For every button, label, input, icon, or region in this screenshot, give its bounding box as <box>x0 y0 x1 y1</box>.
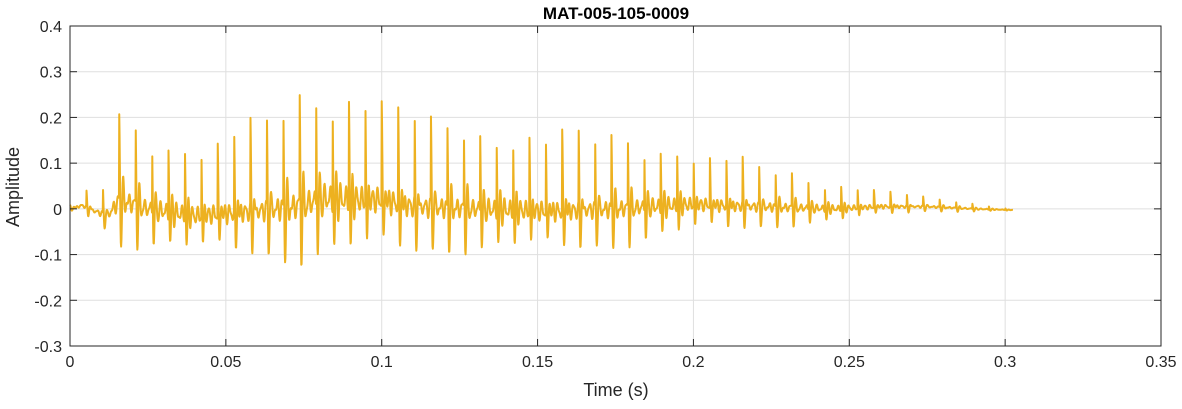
y-tick-label: 0 <box>53 202 62 219</box>
y-tick-label: 0.1 <box>40 156 62 173</box>
x-tick-label: 0.35 <box>1145 354 1176 371</box>
x-tick-label: 0.15 <box>522 354 553 371</box>
plot-frame <box>69 25 1162 347</box>
y-tick-labels: -0.3 -0.2 -0.1 0 0.1 0.2 0.3 0.4 <box>34 19 62 356</box>
chart-title: MAT-005-105-0009 <box>543 4 689 23</box>
x-tick-label: 0.25 <box>834 354 865 371</box>
y-axis-title: Amplitude <box>3 147 23 227</box>
x-tick-labels: 0 0.05 0.1 0.15 0.2 0.25 0.3 0.35 <box>66 354 1177 371</box>
y-tick-label: -0.2 <box>34 293 62 310</box>
tick-marks <box>69 25 1162 347</box>
x-tick-label: 0.3 <box>994 354 1016 371</box>
x-tick-label: 0.1 <box>371 354 393 371</box>
x-tick-label: 0.05 <box>210 354 241 371</box>
y-tick-label: 0.2 <box>40 110 62 127</box>
x-tick-label: 0.2 <box>682 354 704 371</box>
y-tick-label: 0.3 <box>40 65 62 82</box>
x-tick-label: 0 <box>66 354 75 371</box>
series-line-amplitude <box>69 94 1014 266</box>
y-tick-label: -0.3 <box>34 339 62 356</box>
y-tick-label: 0.4 <box>40 19 62 36</box>
y-tick-label: -0.1 <box>34 248 62 265</box>
x-axis-title: Time (s) <box>583 380 648 400</box>
signal-group <box>69 94 1014 266</box>
